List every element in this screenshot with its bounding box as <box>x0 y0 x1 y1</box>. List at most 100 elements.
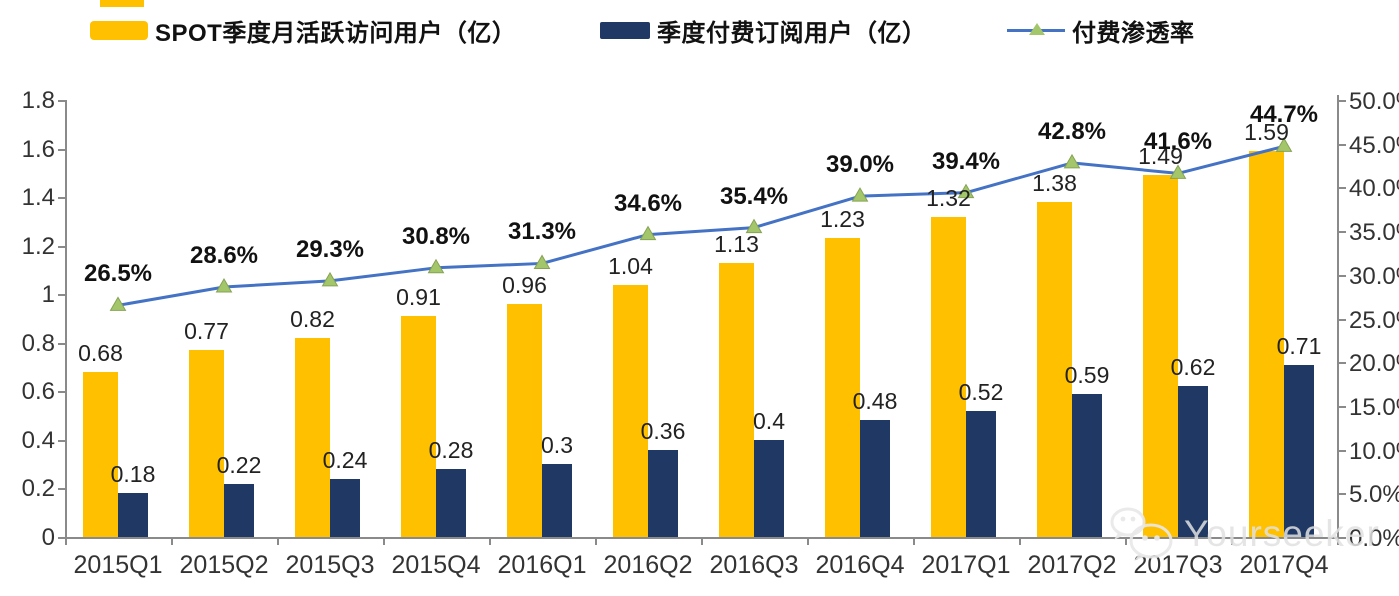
penetration-swatch <box>1007 23 1065 37</box>
subscribers-value-label: 0.4 <box>753 407 785 434</box>
mau-bar <box>189 350 224 537</box>
subscribers-bar <box>1072 393 1102 537</box>
legend-label: SPOT季度月活跃访问用户（亿） <box>155 19 517 47</box>
mau-value-label: 1.04 <box>608 252 653 279</box>
x-axis-tick <box>1231 537 1233 545</box>
x-axis-category-label: 2015Q2 <box>179 551 269 579</box>
mau-swatch <box>90 20 148 40</box>
x-axis-category-label: 2017Q1 <box>921 551 1011 579</box>
mau-bar <box>507 303 542 537</box>
mau-value-label: 1.59 <box>1244 118 1289 145</box>
right-axis-tick-label: 45.0% <box>1349 131 1399 159</box>
triangle-marker-icon <box>533 254 551 269</box>
triangle-marker-icon <box>215 278 233 293</box>
mau-value-label: 0.96 <box>502 271 547 298</box>
x-axis-tick <box>1019 537 1021 545</box>
right-axis-tick-label: 20.0% <box>1349 350 1399 378</box>
x-axis-tick <box>277 537 279 545</box>
x-axis-tick <box>171 537 173 545</box>
right-axis-tick-label: 25.0% <box>1349 306 1399 334</box>
right-axis-line <box>1337 95 1339 537</box>
subscribers-swatch <box>600 21 650 39</box>
right-axis-tick <box>1339 143 1346 146</box>
left-axis-tick <box>58 197 65 200</box>
x-axis-category-label: 2015Q3 <box>285 551 375 579</box>
x-axis-tick <box>595 537 597 545</box>
right-axis-tick <box>1339 362 1346 365</box>
subscribers-value-label: 0.48 <box>852 388 898 415</box>
subscribers-value-label: 0.71 <box>1276 332 1322 359</box>
mau-value-label: 1.38 <box>1032 169 1077 196</box>
triangle-marker-icon <box>1029 23 1045 35</box>
legend-item-subscribers: 季度付费订阅用户（亿） <box>600 16 927 47</box>
subscribers-value-label: 0.24 <box>322 446 368 473</box>
mau-value-label: 0.82 <box>290 305 335 332</box>
penetration-value-label: 29.3% <box>295 235 365 263</box>
left-axis-tick-label: 0.8 <box>21 329 55 357</box>
cropped-yellow-fragment <box>100 0 144 7</box>
triangle-marker-icon <box>321 271 339 287</box>
x-axis-category-label: 2016Q3 <box>709 551 799 579</box>
right-axis-tick <box>1339 537 1346 539</box>
mau-value-label: 1.23 <box>820 206 865 233</box>
penetration-value-label: 35.4% <box>719 182 789 210</box>
penetration-value-label: 28.6% <box>189 242 259 270</box>
right-axis-tick-label: 35.0% <box>1349 219 1399 247</box>
legend-label: 付费渗透率 <box>1072 19 1195 47</box>
x-axis-category-label: 2016Q4 <box>815 551 905 579</box>
mau-value-label: 0.68 <box>78 339 123 366</box>
subscribers-value-label: 0.3 <box>541 432 573 459</box>
triangle-marker-icon <box>427 258 445 274</box>
subscribers-value-label: 0.52 <box>958 378 1004 405</box>
legend-item-mau: SPOT季度月活跃访问用户（亿） <box>90 16 516 47</box>
right-axis-tick-label: 40.0% <box>1349 175 1399 203</box>
subscribers-bar <box>1284 364 1314 537</box>
mau-value-label: 1.32 <box>926 184 971 211</box>
triangle-marker-icon <box>1063 153 1081 169</box>
penetration-value-label: 30.8% <box>401 222 471 250</box>
left-axis-tick <box>58 294 65 297</box>
right-axis-tick <box>1339 274 1346 277</box>
mau-bar <box>931 216 966 537</box>
mau-value-label: 0.77 <box>184 318 229 345</box>
left-axis-tick <box>58 148 65 151</box>
left-axis-tick <box>58 245 65 248</box>
mau-value-label: 1.49 <box>1138 143 1183 170</box>
x-axis-tick <box>65 537 67 545</box>
penetration-value-label: 39.4% <box>931 147 1001 175</box>
mau-bar <box>719 262 754 537</box>
right-axis-tick-label: 30.0% <box>1349 262 1399 290</box>
right-axis-tick-label: 15.0% <box>1349 393 1399 421</box>
subscribers-bar <box>436 469 466 537</box>
right-axis-tick <box>1339 231 1346 234</box>
penetration-value-label: 39.0% <box>825 151 895 179</box>
subscribers-bar <box>224 483 254 537</box>
mau-bar <box>295 337 330 537</box>
subscribers-bar <box>754 439 784 537</box>
left-axis-tick <box>58 439 65 442</box>
mau-value-label: 1.13 <box>714 230 759 257</box>
left-axis-tick-label: 0 <box>41 524 55 551</box>
subscribers-value-label: 0.18 <box>110 461 156 488</box>
left-axis-tick <box>58 537 65 539</box>
x-axis-tick <box>1337 537 1339 545</box>
penetration-value-label: 26.5% <box>83 260 153 288</box>
x-axis-category-label: 2017Q4 <box>1239 551 1329 579</box>
left-axis-line <box>65 100 67 537</box>
right-axis-tick <box>1339 405 1346 408</box>
x-axis-category-label: 2016Q2 <box>603 551 693 579</box>
mau-value-label: 0.91 <box>396 284 441 311</box>
triangle-marker-icon <box>109 296 127 311</box>
x-axis-category-label: 2017Q2 <box>1027 551 1117 579</box>
left-axis-tick <box>58 391 65 394</box>
penetration-value-label: 42.8% <box>1037 117 1107 145</box>
right-axis-tick-label: 50.0% <box>1349 88 1399 115</box>
right-axis-tick-label: 5.0% <box>1349 481 1399 509</box>
x-axis-category-label: 2015Q1 <box>73 551 163 579</box>
penetration-value-label: 31.3% <box>507 218 577 246</box>
left-axis-tick-label: 1.8 <box>21 87 55 114</box>
right-axis-tick <box>1339 318 1346 321</box>
x-axis-tick <box>913 537 915 545</box>
